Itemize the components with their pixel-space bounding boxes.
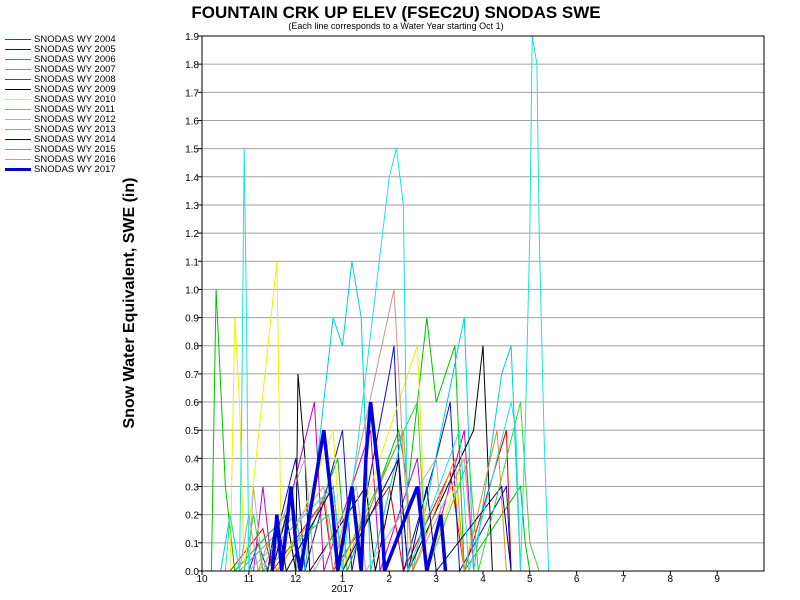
- y-tick-label: 0.0: [185, 567, 199, 578]
- legend-label: SNODAS WY 2016: [34, 154, 116, 165]
- legend-label: SNODAS WY 2013: [34, 124, 116, 135]
- y-tick-label: 1.1: [185, 257, 199, 268]
- x-tick-label: 9: [714, 574, 720, 585]
- y-tick-label: 1.4: [185, 173, 199, 184]
- y-tick-label: 1.8: [185, 60, 199, 71]
- legend: SNODAS WY 2004 SNODAS WY 2005 SNODAS WY 20…: [2, 35, 152, 175]
- legend-swatch: [5, 139, 31, 140]
- legend-label: SNODAS WY 2006: [34, 54, 116, 65]
- legend-item: SNODAS WY 2008: [2, 75, 152, 85]
- legend-swatch: [5, 59, 31, 60]
- series-line: [210, 289, 531, 573]
- series-line: [239, 289, 475, 573]
- legend-item: SNODAS WY 2011: [2, 105, 152, 115]
- y-tick-label: 1.5: [185, 145, 199, 156]
- x-tick-label: 3: [433, 574, 439, 585]
- legend-item: SNODAS WY 2010: [2, 95, 152, 105]
- legend-label: SNODAS WY 2017: [34, 164, 116, 175]
- y-tick-label: 1.6: [185, 116, 199, 127]
- y-tick-label: 0.8: [185, 342, 199, 353]
- legend-swatch: [5, 168, 31, 171]
- legend-item: SNODAS WY 2005: [2, 45, 152, 55]
- x-tick-label: 7: [621, 574, 627, 585]
- chart-subtitle: (Each line corresponds to a Water Year s…: [288, 21, 504, 31]
- legend-swatch: [5, 99, 31, 100]
- legend-label: SNODAS WY 2009: [34, 84, 116, 95]
- legend-label: SNODAS WY 2011: [34, 104, 115, 115]
- legend-item: SNODAS WY 2016: [2, 155, 152, 165]
- legend-item: SNODAS WY 2017: [2, 165, 152, 175]
- y-tick-label: 0.4: [185, 454, 199, 465]
- y-tick-label: 1.3: [185, 201, 199, 212]
- legend-swatch: [5, 39, 31, 40]
- x-tick-label: 1: [340, 574, 346, 585]
- legend-swatch: [5, 129, 31, 130]
- x-tick-label: 11: [244, 574, 255, 585]
- legend-label: SNODAS WY 2012: [34, 114, 116, 125]
- legend-label: SNODAS WY 2007: [34, 64, 116, 75]
- x-tick-label: 8: [668, 574, 674, 585]
- legend-item: SNODAS WY 2015: [2, 145, 152, 155]
- y-tick-label: 0.3: [185, 483, 199, 494]
- y-tick-label: 0.6: [185, 398, 199, 409]
- y-tick-label: 1.9: [185, 32, 199, 43]
- legend-swatch: [5, 159, 31, 160]
- legend-label: SNODAS WY 2014: [34, 134, 116, 145]
- y-tick-label: 1.7: [185, 88, 199, 99]
- y-tick-label: 0.9: [185, 314, 199, 325]
- legend-swatch: [5, 119, 31, 120]
- legend-swatch: [5, 109, 31, 110]
- x-tick-label: 4: [480, 574, 486, 585]
- chart-title: FOUNTAIN CRK UP ELEV (FSEC2U) SNODAS SWE: [191, 3, 601, 22]
- y-tick-label: 1.0: [185, 285, 199, 296]
- legend-label: SNODAS WY 2005: [34, 44, 116, 55]
- legend-label: SNODAS WY 2008: [34, 74, 116, 85]
- y-tick-label: 0.7: [185, 370, 199, 381]
- legend-item: SNODAS WY 2013: [2, 125, 152, 135]
- legend-item: SNODAS WY 2009: [2, 85, 152, 95]
- y-tick-label: 1.2: [185, 229, 199, 240]
- year-label: 2017: [331, 584, 354, 595]
- y-tick-label: 0.1: [185, 539, 199, 550]
- x-tick-label: 5: [527, 574, 533, 585]
- series-line: [270, 401, 448, 572]
- legend-swatch: [5, 49, 31, 50]
- legend-item: SNODAS WY 2014: [2, 135, 152, 145]
- x-tick-label: 2: [387, 574, 393, 585]
- legend-swatch: [5, 89, 31, 90]
- legend-item: SNODAS WY 2012: [2, 115, 152, 125]
- legend-swatch: [5, 79, 31, 80]
- y-tick-label: 0.5: [185, 426, 199, 437]
- legend-item: SNODAS WY 2004: [2, 35, 152, 45]
- x-tick-label: 12: [290, 574, 302, 585]
- legend-label: SNODAS WY 2015: [34, 144, 116, 155]
- legend-swatch: [5, 69, 31, 70]
- legend-label: SNODAS WY 2004: [34, 34, 116, 45]
- series-line: [243, 401, 540, 573]
- legend-item: SNODAS WY 2007: [2, 65, 152, 75]
- plot-frame: [201, 35, 765, 572]
- y-tick-label: 0.2: [185, 511, 199, 522]
- legend-swatch: [5, 149, 31, 150]
- legend-item: SNODAS WY 2006: [2, 55, 152, 65]
- legend-label: SNODAS WY 2010: [34, 94, 116, 105]
- x-tick-label: 10: [196, 574, 208, 585]
- x-tick-label: 6: [574, 574, 580, 585]
